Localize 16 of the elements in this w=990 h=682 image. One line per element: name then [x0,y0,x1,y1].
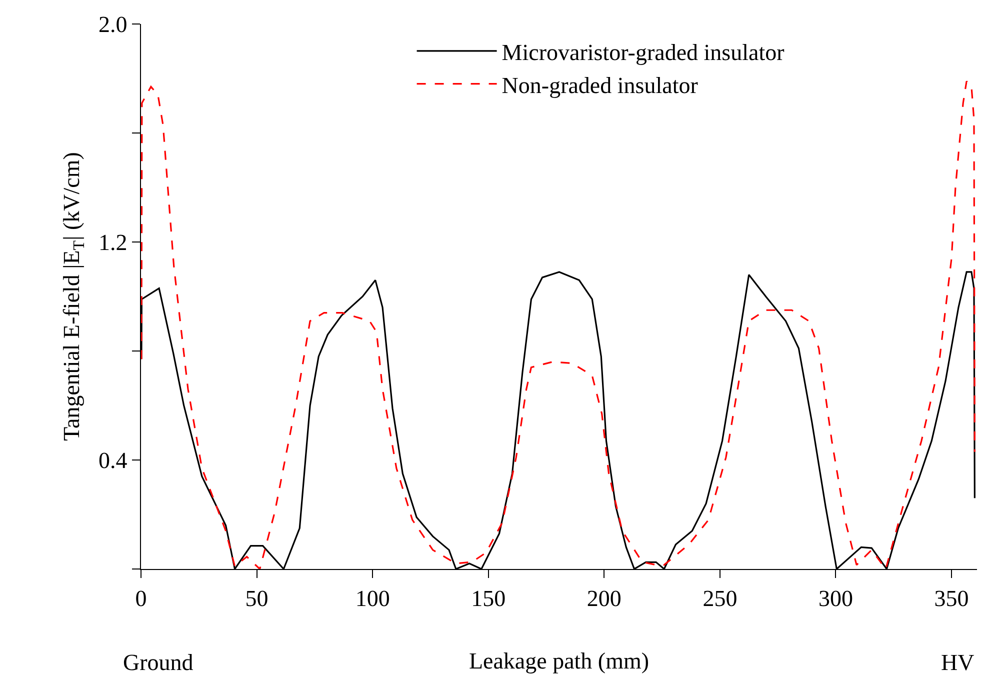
x-tick-label: 250 [702,586,738,611]
x-tick-label: 0 [135,586,147,611]
text: HV [941,650,975,675]
y-tick-label: 1.2 [98,230,128,256]
text: Ground [123,650,194,675]
x-tick-label: 200 [586,586,622,611]
x-tick-label: 350 [934,586,969,611]
x-tick-label: 300 [818,586,853,611]
legend-label: Microvaristor-graded insulator [502,40,785,65]
x-tick-label: 100 [355,586,390,611]
y-tick-label: 2.0 [98,12,128,38]
x-axis-title: Leakage path (mm) [468,648,650,674]
x-tick-label: 150 [471,586,506,611]
x-tick-label: 50 [245,586,268,611]
y-tick-label: 0.4 [98,448,128,474]
legend-label: Non-graded insulator [502,72,698,98]
